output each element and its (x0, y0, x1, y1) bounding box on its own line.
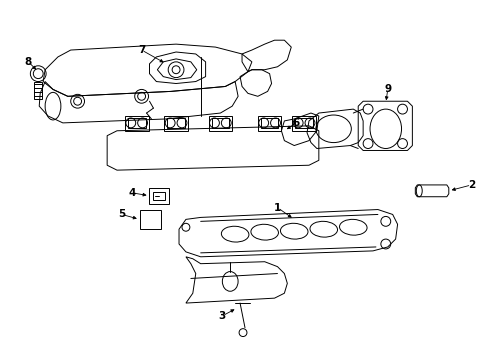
Bar (127, 118, 145, 128)
Text: 1: 1 (273, 203, 281, 212)
Bar (153, 192, 165, 200)
Text: 8: 8 (25, 57, 32, 67)
Text: 6: 6 (292, 118, 299, 128)
Bar (211, 118, 229, 128)
Text: 5: 5 (118, 210, 125, 220)
Text: 3: 3 (218, 311, 225, 321)
Bar (149, 188, 169, 204)
Bar (34, 82, 42, 99)
Text: 2: 2 (467, 180, 474, 190)
Text: 7: 7 (138, 45, 145, 55)
Bar (140, 210, 161, 229)
Text: 4: 4 (128, 188, 135, 198)
Bar (260, 118, 278, 128)
Bar (167, 118, 184, 128)
Text: 9: 9 (384, 84, 390, 94)
Bar (295, 118, 312, 128)
